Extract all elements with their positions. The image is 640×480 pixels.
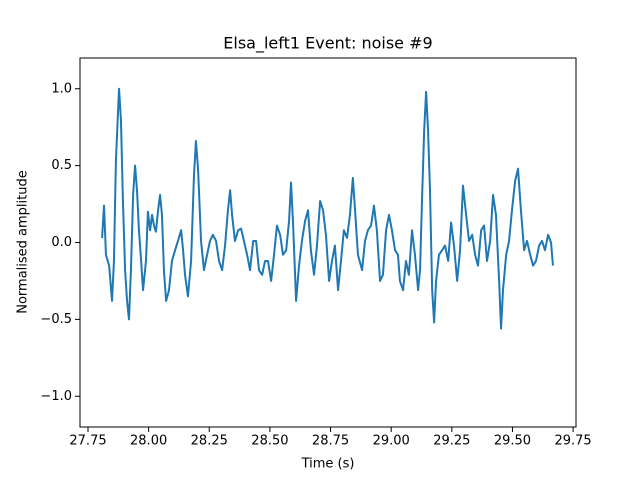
x-tick-label: 29.00 (373, 434, 410, 449)
x-tick-label: 28.25 (191, 434, 228, 449)
x-tick-label: 28.00 (130, 434, 167, 449)
y-tick-label: −1.0 (40, 389, 72, 404)
x-axis-label: Time (s) (301, 457, 355, 472)
x-tick-label: 28.75 (312, 434, 349, 449)
data-line (101, 87, 554, 330)
chart-title: Elsa_left1 Event: noise #9 (223, 34, 432, 54)
plot-frame (79, 57, 577, 428)
x-tick-label: 29.75 (554, 434, 591, 449)
x-tick-label: 28.50 (251, 434, 288, 449)
y-tick-label: −0.5 (40, 312, 72, 327)
y-tick-label: 1.0 (51, 81, 72, 96)
x-tick-label: 29.50 (494, 434, 531, 449)
y-axis-label: Normalised amplitude (16, 170, 31, 314)
y-tick-label: 0.5 (51, 158, 72, 173)
y-tick-label: 0.0 (51, 235, 72, 250)
x-tick-label: 29.25 (433, 434, 470, 449)
x-tick-label: 27.75 (69, 434, 106, 449)
